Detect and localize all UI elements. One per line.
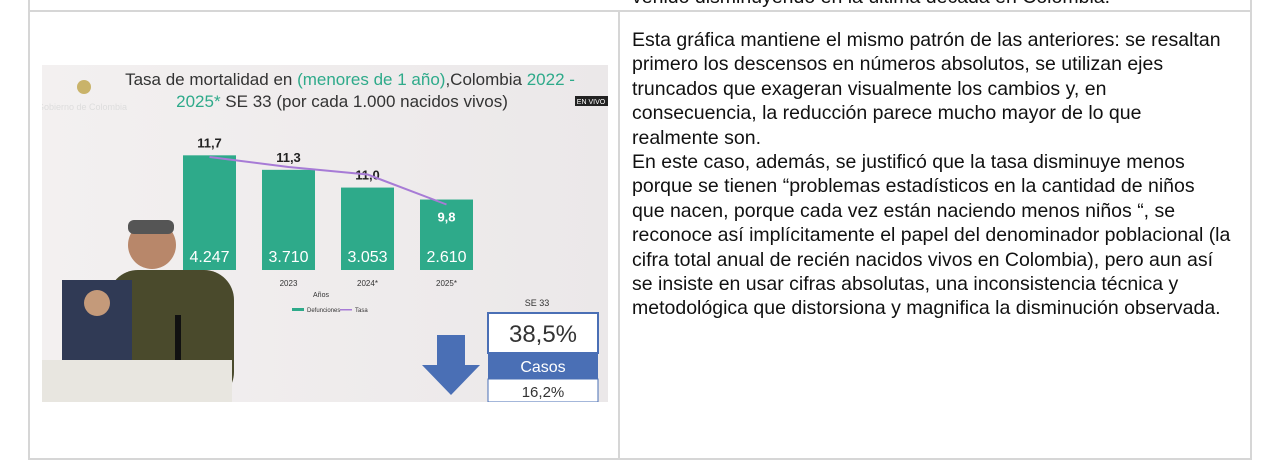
side-value: 38,5% [509,321,577,348]
logo-icon [77,80,91,94]
bar [341,187,394,270]
side-box: SE 33 38,5% Casos 16,2% [487,298,599,402]
bar [262,169,315,270]
x-tick-label: 2024* [357,279,378,288]
side-value2: 16,2% [522,384,565,401]
paragraph: En este caso, además, se justificó que l… [632,151,1231,320]
bar-label: 4.247 [189,249,229,266]
speaker [42,220,234,402]
side-label: Casos [520,359,565,376]
badge: EN VIVO [577,99,606,106]
bar-label: 3.053 [347,249,387,266]
text-cell: Esta gráfica mantiene el mismo patrón de… [632,28,1232,321]
bar-label: 3.710 [268,249,308,266]
x-tick-label: 2023 [280,279,298,288]
rate-line [209,156,447,206]
top-text: venido disminuyendo en la última década … [632,0,1110,9]
badge-bg [575,96,608,106]
chart: 4.24711,720223.71011,320233.05311,02024*… [183,135,473,314]
x-tick-label: 2025* [436,279,457,288]
legend-label: Tasa [355,308,368,314]
down-arrow [422,335,480,395]
box [487,312,599,354]
box [487,378,599,402]
box [488,353,598,379]
x-axis-label: Años [313,292,329,299]
rate-label: 9,8 [437,210,455,225]
embedded-image: Gobierno de Colombia Tasa de mortalidad … [42,65,608,402]
bar-label: 2.610 [426,249,466,266]
image-title-2: 2025* SE 33 (por cada 1.000 nacidos vivo… [176,92,508,111]
rate-label: 11,3 [276,150,301,165]
bar [183,155,236,270]
legend-swatch [292,308,304,311]
side-header: SE 33 [525,298,550,308]
logo: Gobierno de Colombia [42,102,127,112]
bar [420,199,473,270]
divider [618,10,620,460]
legend-swatch [340,309,352,311]
legend-label: Defunciones [307,308,340,314]
paragraph: Esta gráfica mantiene el mismo patrón de… [632,29,1221,149]
image-title: Tasa de mortalidad en (menores de 1 año)… [125,70,575,89]
rate-label: 11,7 [197,135,222,150]
row [28,10,1252,460]
